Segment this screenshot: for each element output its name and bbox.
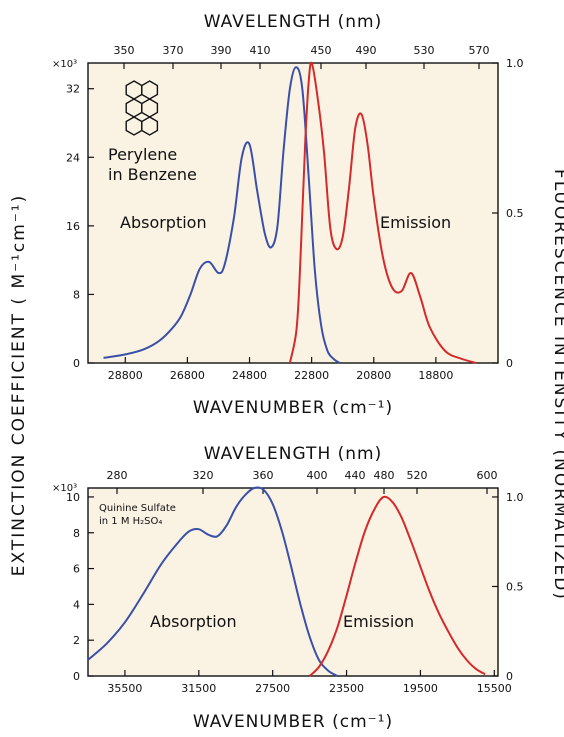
- top-tick-label: 570: [469, 44, 490, 57]
- y2-tick-label: 1.0: [506, 491, 524, 504]
- top-tick-label: 410: [250, 44, 271, 57]
- y-tick-label: 6: [73, 563, 80, 576]
- x-tick-label: 31500: [181, 682, 216, 695]
- x-tick-label: 24800: [232, 369, 267, 382]
- emission-label: Emission: [380, 213, 451, 232]
- y-axis-right-label: FLUORESCENCE INTENSITY (NORMALIZED): [550, 169, 564, 601]
- top-tick-label: 280: [107, 469, 128, 482]
- ring-6: [141, 116, 159, 136]
- y-multiplier: ×10³: [52, 483, 77, 494]
- plot-frame: [87, 487, 499, 677]
- y-tick-label: 10: [66, 491, 80, 504]
- x-tick-label: 27500: [255, 682, 290, 695]
- top-axis-label: WAVELENGTH (nm): [204, 444, 382, 464]
- top-tick-label: 390: [211, 44, 232, 57]
- absorption-label: Absorption: [150, 612, 237, 631]
- y-tick-label: 0: [73, 357, 80, 370]
- top-tick-label: 480: [374, 469, 395, 482]
- x-axis-label: WAVENUMBER (cm⁻¹): [193, 712, 393, 732]
- top-tick-label: 320: [193, 469, 214, 482]
- top-tick-label: 360: [253, 469, 274, 482]
- plot-area: [88, 488, 498, 676]
- top-tick-label: 520: [407, 469, 428, 482]
- x-tick-label: 26800: [170, 369, 205, 382]
- x-tick-label: 35500: [107, 682, 142, 695]
- x-tick-label: 23500: [329, 682, 364, 695]
- y2-tick-label: 0.5: [506, 580, 524, 593]
- top-tick-label: 440: [345, 469, 366, 482]
- y-tick-label: 16: [66, 220, 80, 233]
- y-tick-label: 4: [73, 598, 80, 611]
- top-axis-label: WAVELENGTH (nm): [204, 12, 382, 32]
- absorption-label: Absorption: [120, 213, 207, 232]
- y-tick-label: 0: [73, 670, 80, 683]
- top-tick-label: 370: [163, 44, 184, 57]
- panel-quinine: WAVELENGTH (nm) WAVENUMBER (cm⁻¹) ×10³ Q…: [52, 444, 524, 732]
- emission-label: Emission: [343, 612, 414, 631]
- top-tick-label: 350: [114, 44, 135, 57]
- x-tick-label: 19500: [403, 682, 438, 695]
- absorption-curve: [103, 66, 341, 364]
- solvent-name: in Benzene: [108, 165, 197, 184]
- top-tick-label: 450: [311, 44, 332, 57]
- y-tick-label: 8: [73, 288, 80, 301]
- compound-name: Perylene: [108, 145, 177, 164]
- x-axis-label: WAVENUMBER (cm⁻¹): [193, 398, 393, 418]
- y-multiplier: ×10³: [52, 59, 77, 70]
- y-axis-left-label: EXTINCTION COEFFICIENT ( M⁻¹cm⁻¹): [9, 194, 29, 576]
- top-tick-label: 490: [356, 44, 377, 57]
- panel-perylene: WAVELENGTH (nm) WAVENUMBER (cm⁻¹) ×10³ P…: [52, 12, 524, 418]
- y-tick-label: 8: [73, 527, 80, 540]
- y2-tick-label: 1.0: [506, 57, 524, 70]
- x-tick-label: 18800: [418, 369, 453, 382]
- x-tick-label: 28800: [108, 369, 143, 382]
- x-tick-label: 15500: [477, 682, 512, 695]
- emission-curve: [288, 61, 477, 364]
- solvent-name: in 1 M H₂SO₄: [99, 516, 162, 527]
- emission-curve: [308, 495, 486, 677]
- y-tick-label: 24: [66, 151, 80, 164]
- y2-tick-label: 0: [506, 670, 513, 683]
- compound-name: Quinine Sulfate: [99, 503, 176, 514]
- absorption-curve: [87, 486, 338, 677]
- y2-tick-label: 0.5: [506, 207, 524, 220]
- perylene-structure: [125, 80, 159, 136]
- x-tick-label: 20800: [356, 369, 391, 382]
- y-tick-label: 2: [73, 634, 80, 647]
- y2-tick-label: 0: [506, 357, 513, 370]
- top-tick-label: 400: [307, 469, 328, 482]
- top-tick-label: 600: [477, 469, 498, 482]
- y-tick-label: 32: [66, 83, 80, 96]
- top-tick-label: 530: [414, 44, 435, 57]
- x-tick-label: 22800: [294, 369, 329, 382]
